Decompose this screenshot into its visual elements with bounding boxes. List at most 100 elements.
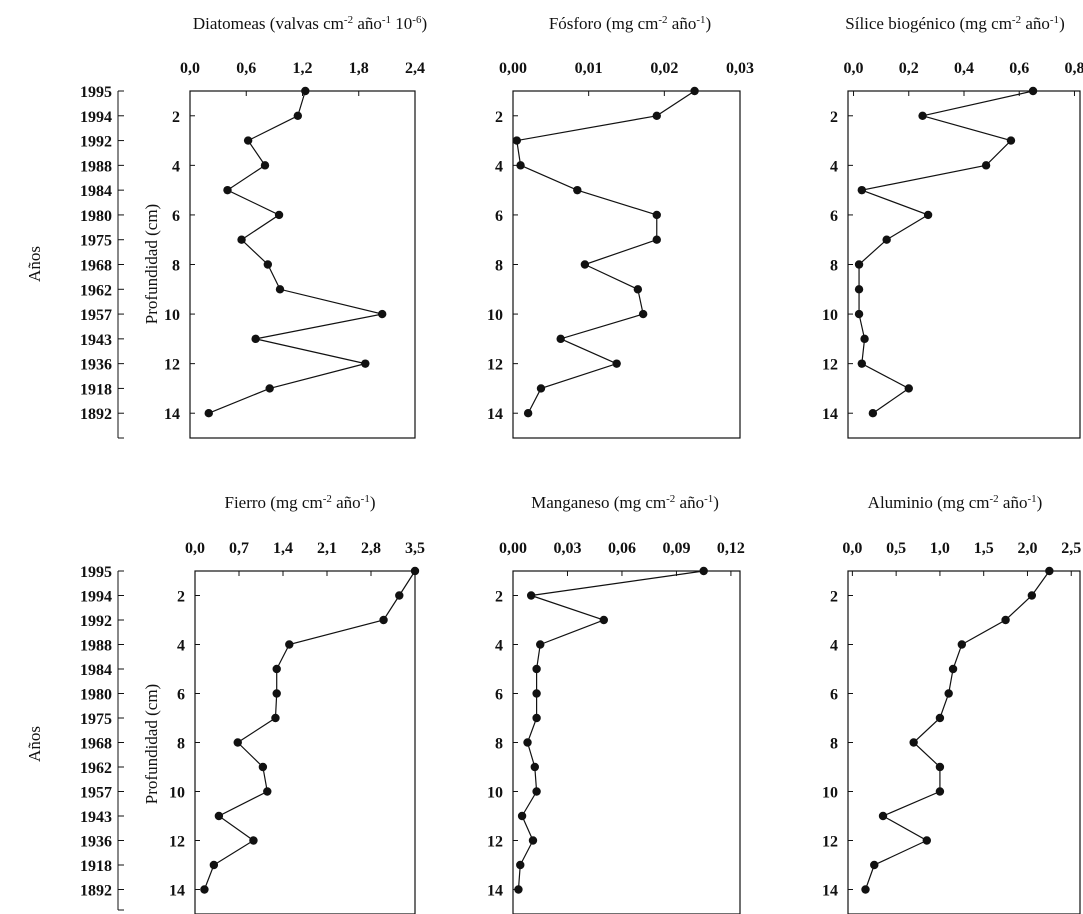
y-tick-label: 6 [495, 208, 503, 225]
y-tick-label: 10 [164, 307, 180, 324]
year-label: 1994 [80, 589, 112, 606]
x-tick-label: 0,02 [650, 60, 678, 77]
data-point [285, 640, 294, 649]
x-tick-label: 2,4 [405, 60, 425, 77]
year-label: 1975 [80, 711, 112, 728]
year-label: 1943 [80, 332, 112, 349]
data-point [275, 285, 285, 294]
x-tick-label: 2,8 [361, 540, 381, 557]
series-line [203, 570, 416, 890]
data-point [379, 615, 388, 625]
x-tick-label: 0,12 [717, 540, 745, 557]
depth-axis-title: Profundidad (cm) [142, 204, 161, 324]
data-point [209, 860, 219, 870]
data-point [1028, 86, 1038, 96]
data-point [263, 260, 273, 269]
y-tick-label: 12 [164, 357, 180, 374]
y-tick-label: 12 [487, 834, 503, 851]
y-tick-label: 8 [172, 258, 180, 275]
y-tick-label: 12 [822, 834, 838, 851]
y-tick-label: 2 [495, 109, 503, 126]
chart-title: Aluminio (mg cm-2 año-1) [868, 493, 1043, 512]
data-point [909, 738, 918, 747]
data-point [556, 334, 565, 344]
chart-panel-5: Manganeso (mg cm-2 año-1) 0,00 0,03 0,06 0,0… [487, 493, 745, 914]
data-point [599, 615, 608, 625]
x-tick-label: 0,0 [842, 540, 862, 557]
data-point [652, 111, 661, 120]
data-point [854, 309, 864, 319]
y-tick-label: 10 [487, 307, 503, 324]
y-tick-label: 4 [495, 158, 503, 175]
y-tick-label: 8 [830, 736, 838, 753]
data-point [854, 285, 864, 294]
data-point [526, 591, 536, 600]
chart-panel-2: Fósforo (mg cm-2 año-1) 0,00 0,01 0,02 0,03 2… [487, 14, 754, 439]
data-point [633, 285, 643, 294]
x-tick-label: 1,2 [293, 60, 313, 77]
data-point [272, 689, 281, 698]
data-point [272, 664, 281, 674]
x-tick-label: 0,0 [844, 60, 864, 77]
data-point [612, 359, 621, 368]
y-tick-label: 10 [169, 785, 185, 802]
year-label: 1943 [80, 809, 112, 826]
y-tick-label: 6 [495, 687, 503, 704]
x-tick-label: 2,5 [1061, 540, 1081, 557]
plot-frame [512, 570, 741, 914]
x-tick-label: 2,0 [1017, 540, 1037, 557]
data-point [528, 836, 538, 845]
y-tick-label: 6 [830, 208, 838, 225]
year-label: 1936 [80, 357, 112, 374]
year-label: 1975 [80, 233, 112, 250]
y-tick-label: 2 [830, 589, 838, 606]
data-point [1006, 136, 1016, 145]
y-tick-label: 14 [487, 406, 503, 423]
year-label: 1962 [80, 760, 112, 777]
y-tick-label: 6 [830, 687, 838, 704]
chart-title: Manganeso (mg cm-2 año-1) [531, 493, 719, 512]
y-tick-label: 8 [177, 736, 185, 753]
year-label: 1992 [80, 613, 112, 630]
years-axis-title: Años [25, 726, 44, 762]
data-point [1045, 566, 1054, 576]
y-tick-label: 2 [830, 109, 838, 126]
y-tick-label: 4 [172, 158, 180, 175]
data-point [523, 738, 532, 747]
series-line [517, 570, 704, 890]
year-label: 1962 [80, 282, 112, 299]
data-point [981, 161, 991, 170]
data-point [233, 738, 242, 747]
y-tick-label: 8 [495, 258, 503, 275]
chart-title: Diatomeas (valvas cm-2 año-1 10-6) [193, 14, 427, 33]
data-point [878, 811, 888, 821]
data-point [260, 161, 270, 170]
data-point [265, 384, 274, 393]
year-label: 1980 [80, 687, 112, 704]
data-point [580, 260, 590, 269]
data-point [1027, 591, 1037, 600]
x-tick-label: 1,5 [974, 540, 994, 557]
x-tick-label: 1,8 [349, 60, 369, 77]
data-point [530, 762, 539, 772]
data-point [690, 86, 699, 96]
data-point [918, 111, 927, 120]
data-point [516, 161, 525, 170]
data-point [532, 664, 541, 674]
x-tick-label: 0,00 [499, 540, 527, 557]
x-tick-label: 0,6 [236, 60, 256, 77]
year-label: 1968 [80, 736, 112, 753]
y-tick-label: 2 [177, 589, 185, 606]
data-point [514, 885, 523, 894]
x-tick-label: 0,03 [726, 60, 754, 77]
plot-frame [847, 90, 1081, 439]
x-tick-label: 0,6 [1009, 60, 1029, 77]
y-tick-label: 2 [495, 589, 503, 606]
year-label: 1957 [80, 785, 112, 802]
series-line [208, 90, 383, 414]
year-label: 1995 [80, 564, 112, 581]
y-tick-label: 10 [487, 785, 503, 802]
y-tick-label: 8 [495, 736, 503, 753]
data-point [214, 811, 224, 821]
